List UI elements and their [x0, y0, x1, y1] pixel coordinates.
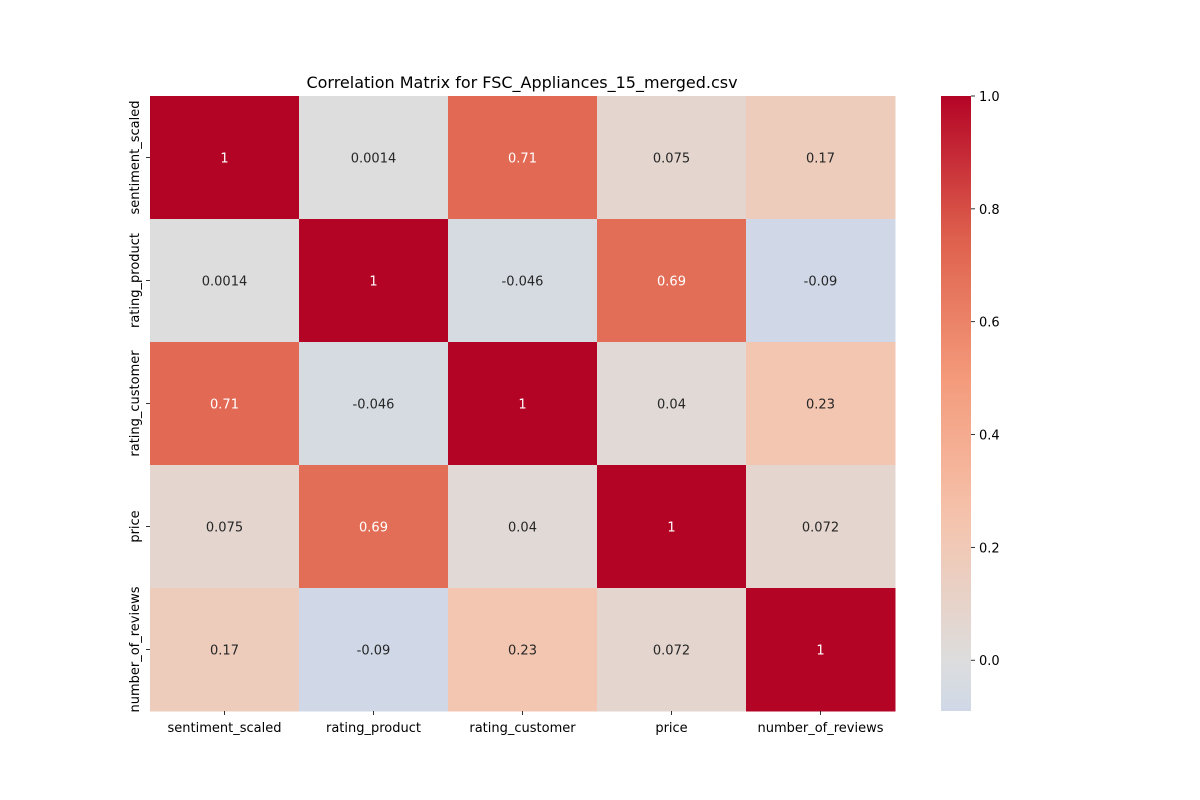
cell-value-label: 0.23	[508, 644, 537, 659]
heatmap-cell	[597, 465, 747, 589]
cell-value-label: 0.69	[359, 521, 388, 536]
colorbar-tick-label: 0.6	[979, 316, 1000, 331]
cell-value-label: 0.075	[653, 152, 690, 167]
heatmap-cell	[150, 219, 300, 343]
cell-value-label: 1	[518, 398, 526, 413]
heatmap-cell	[299, 96, 449, 220]
cell-value-label: 0.04	[657, 398, 686, 413]
x-tick-label: rating_customer	[469, 721, 576, 736]
cell-value-label: 0.072	[802, 521, 839, 536]
heatmap-cell	[746, 96, 896, 220]
colorbar-tick-label: 1.0	[979, 90, 1000, 105]
heatmap-cell	[448, 219, 598, 343]
cell-value-label: 0.71	[508, 152, 537, 167]
heatmap-cell	[448, 465, 598, 589]
cell-value-label: -0.046	[502, 275, 544, 290]
cell-value-label: 1	[220, 152, 228, 167]
cell-value-label: -0.09	[804, 275, 838, 290]
x-tick-label: number_of_reviews	[757, 721, 883, 736]
colorbar-tick-label: 0.2	[979, 541, 1000, 556]
heatmap-cell	[746, 219, 896, 343]
heatmap-cell	[448, 96, 598, 220]
x-axis-ticks: sentiment_scaled rating_product rating_cus…	[168, 711, 884, 736]
cell-value-label: 0.17	[210, 644, 239, 659]
heatmap-cell	[299, 465, 449, 589]
heatmap-cell	[746, 342, 896, 466]
heatmap-cell	[597, 588, 747, 712]
heatmap-cell-labels: 1 0.0014 0.71 0.075 0.17 0.0014 1 -0.046 0.69 -0.…	[202, 152, 839, 659]
y-tick-label: number_of_reviews	[128, 586, 143, 712]
heatmap-cell	[150, 465, 300, 589]
y-axis-ticks: sentiment_scaled rating_product rating_cus…	[128, 101, 150, 713]
cell-value-label: 1	[369, 275, 377, 290]
x-tick-label: rating_product	[326, 721, 421, 736]
cell-value-label: 1	[667, 521, 675, 536]
cell-value-label: 1	[816, 644, 824, 659]
colorbar-tick-label: 0.0	[979, 654, 1000, 669]
cell-value-label: -0.046	[353, 398, 395, 413]
y-tick-label: rating_customer	[128, 350, 143, 457]
heatmap-cell	[746, 588, 896, 712]
heatmap-cell	[150, 342, 300, 466]
cell-value-label: 0.04	[508, 521, 537, 536]
heatmap-cell	[597, 219, 747, 343]
y-tick-label: price	[128, 510, 143, 542]
cell-value-label: 0.17	[806, 152, 835, 167]
heatmap-cell	[299, 219, 449, 343]
colorbar-tick-label: 0.8	[979, 203, 1000, 218]
chart-title: Correlation Matrix for FSC_Appliances_15…	[306, 73, 737, 93]
colorbar-gradient	[941, 96, 971, 711]
cell-value-label: -0.09	[357, 644, 391, 659]
cell-value-label: 0.0014	[351, 152, 397, 167]
y-tick-label: sentiment_scaled	[128, 101, 143, 215]
heatmap-cell	[597, 96, 747, 220]
cell-value-label: 0.0014	[202, 275, 248, 290]
heatmap-cell	[150, 96, 300, 220]
cell-value-label: 0.075	[206, 521, 243, 536]
heatmap-cell	[448, 588, 598, 712]
y-tick-label: rating_product	[128, 233, 143, 328]
heatmap-cell	[150, 588, 300, 712]
x-tick-label: sentiment_scaled	[168, 721, 282, 736]
colorbar-tick-label: 0.4	[979, 429, 1000, 444]
cell-value-label: 0.71	[210, 398, 239, 413]
x-tick-label: price	[655, 721, 687, 736]
heatmap-cell	[299, 342, 449, 466]
colorbar: 0.0 0.2 0.4 0.6 0.8 1.0	[941, 90, 1000, 711]
cell-value-label: 0.072	[653, 644, 690, 659]
cell-value-label: 0.23	[806, 398, 835, 413]
cell-value-label: 0.69	[657, 275, 686, 290]
heatmap-cells	[150, 96, 896, 712]
heatmap-cell	[597, 342, 747, 466]
heatmap-cell	[448, 342, 598, 466]
heatmap-cell	[746, 465, 896, 589]
heatmap-cell	[299, 588, 449, 712]
